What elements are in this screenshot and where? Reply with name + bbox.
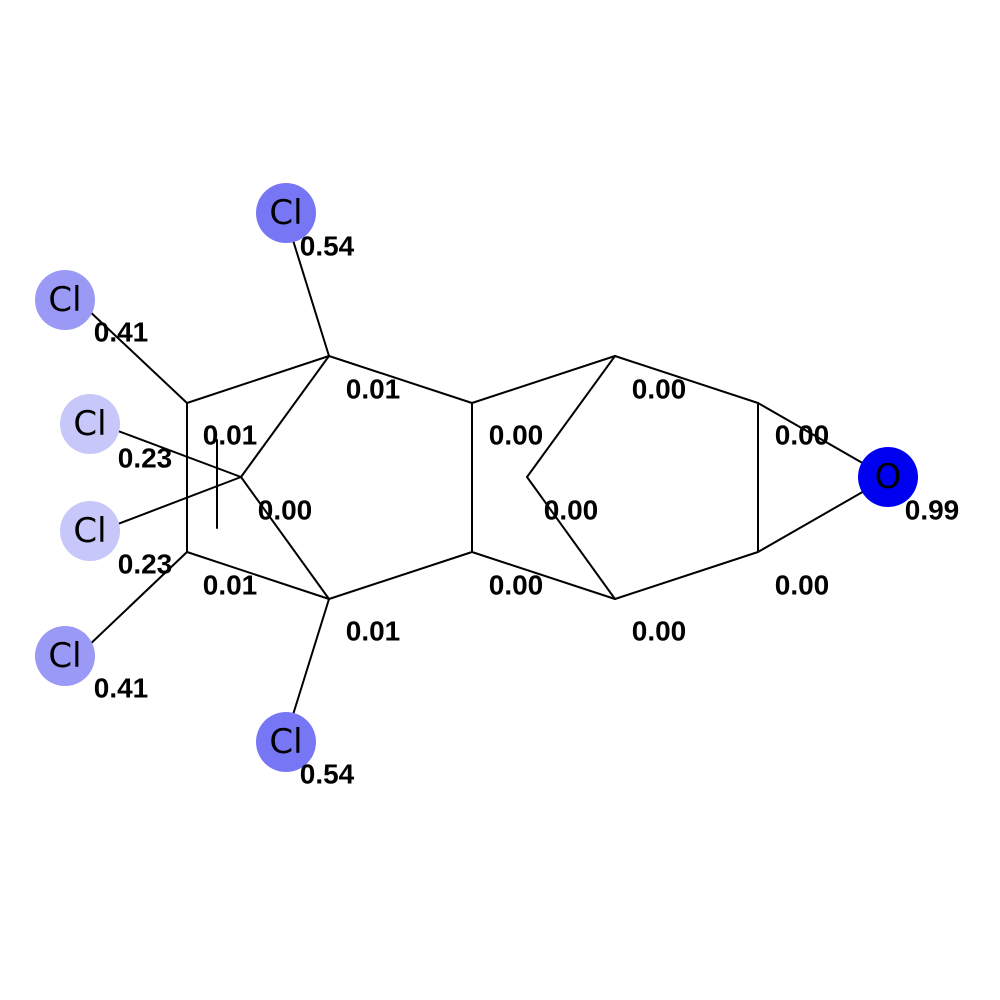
atom-score-cl-top: 0.54 [300, 231, 355, 262]
atom-symbol-cl-left-mid-lower: Cl [73, 511, 106, 551]
bond [84, 306, 188, 404]
bond [757, 402, 867, 466]
bond [526, 476, 616, 600]
atom-highlight-cl-left-mid-upper [60, 394, 120, 454]
bond [614, 551, 759, 600]
atom-score-carbon: 0.00 [258, 495, 313, 526]
atom-highlight-cl-left-lower [35, 626, 95, 686]
bond [240, 476, 330, 600]
bonds [84, 236, 867, 719]
atom-score-carbon: 0.01 [346, 616, 401, 647]
bond [240, 355, 330, 478]
atom-score-cl-left-lower: 0.41 [94, 673, 149, 704]
atom-score-cl-left-upper: 0.41 [94, 317, 149, 348]
bond [614, 355, 759, 404]
atom-score-o: 0.99 [905, 495, 960, 526]
atom-highlight-o [858, 447, 918, 507]
atom-symbol-cl-left-upper: Cl [48, 280, 81, 320]
bond [757, 489, 867, 553]
atom-score-cl-bottom: 0.54 [300, 759, 355, 790]
atom-score-cl-left-mid-upper: 0.23 [118, 443, 173, 474]
atom-score-carbon: 0.00 [775, 570, 830, 601]
atom-highlight-cl-top [256, 183, 316, 243]
bond [471, 355, 616, 404]
atom-highlights [35, 183, 918, 772]
atom-scores: 0.54 0.41 0.23 0.23 0.41 0.54 0.99 0.01 … [94, 231, 960, 790]
atom-score-carbon: 0.01 [203, 420, 258, 451]
bond [84, 551, 188, 650]
atom-score-carbon: 0.00 [489, 570, 544, 601]
atom-highlight-cl-left-upper [35, 270, 95, 330]
atom-score-carbon: 0.01 [346, 374, 401, 405]
atom-symbol-cl-top: Cl [269, 193, 302, 233]
bond [328, 355, 473, 404]
atom-highlight-cl-bottom [256, 712, 316, 772]
atom-symbol-o: O [875, 457, 902, 497]
atom-symbol-cl-left-mid-upper: Cl [73, 404, 106, 444]
bond [526, 355, 616, 478]
bond [109, 427, 242, 478]
bond [186, 355, 330, 404]
bond [291, 236, 330, 357]
atom-score-cl-left-mid-lower: 0.23 [118, 549, 173, 580]
atom-score-carbon: 0.01 [203, 570, 258, 601]
bond [328, 551, 473, 600]
bond [291, 598, 330, 719]
bond [471, 551, 616, 600]
atom-score-carbon: 0.00 [489, 420, 544, 451]
atom-symbols: Cl Cl Cl Cl Cl Cl O [48, 193, 901, 762]
atom-symbol-cl-left-lower: Cl [48, 636, 81, 676]
atom-score-carbon: 0.00 [544, 495, 599, 526]
bond [109, 476, 242, 528]
bond [186, 551, 330, 600]
atom-score-carbon: 0.00 [775, 420, 830, 451]
atom-highlight-cl-left-mid-lower [60, 501, 120, 561]
atom-score-carbon: 0.00 [632, 616, 687, 647]
atom-score-carbon: 0.00 [632, 374, 687, 405]
atom-symbol-cl-bottom: Cl [269, 722, 302, 762]
